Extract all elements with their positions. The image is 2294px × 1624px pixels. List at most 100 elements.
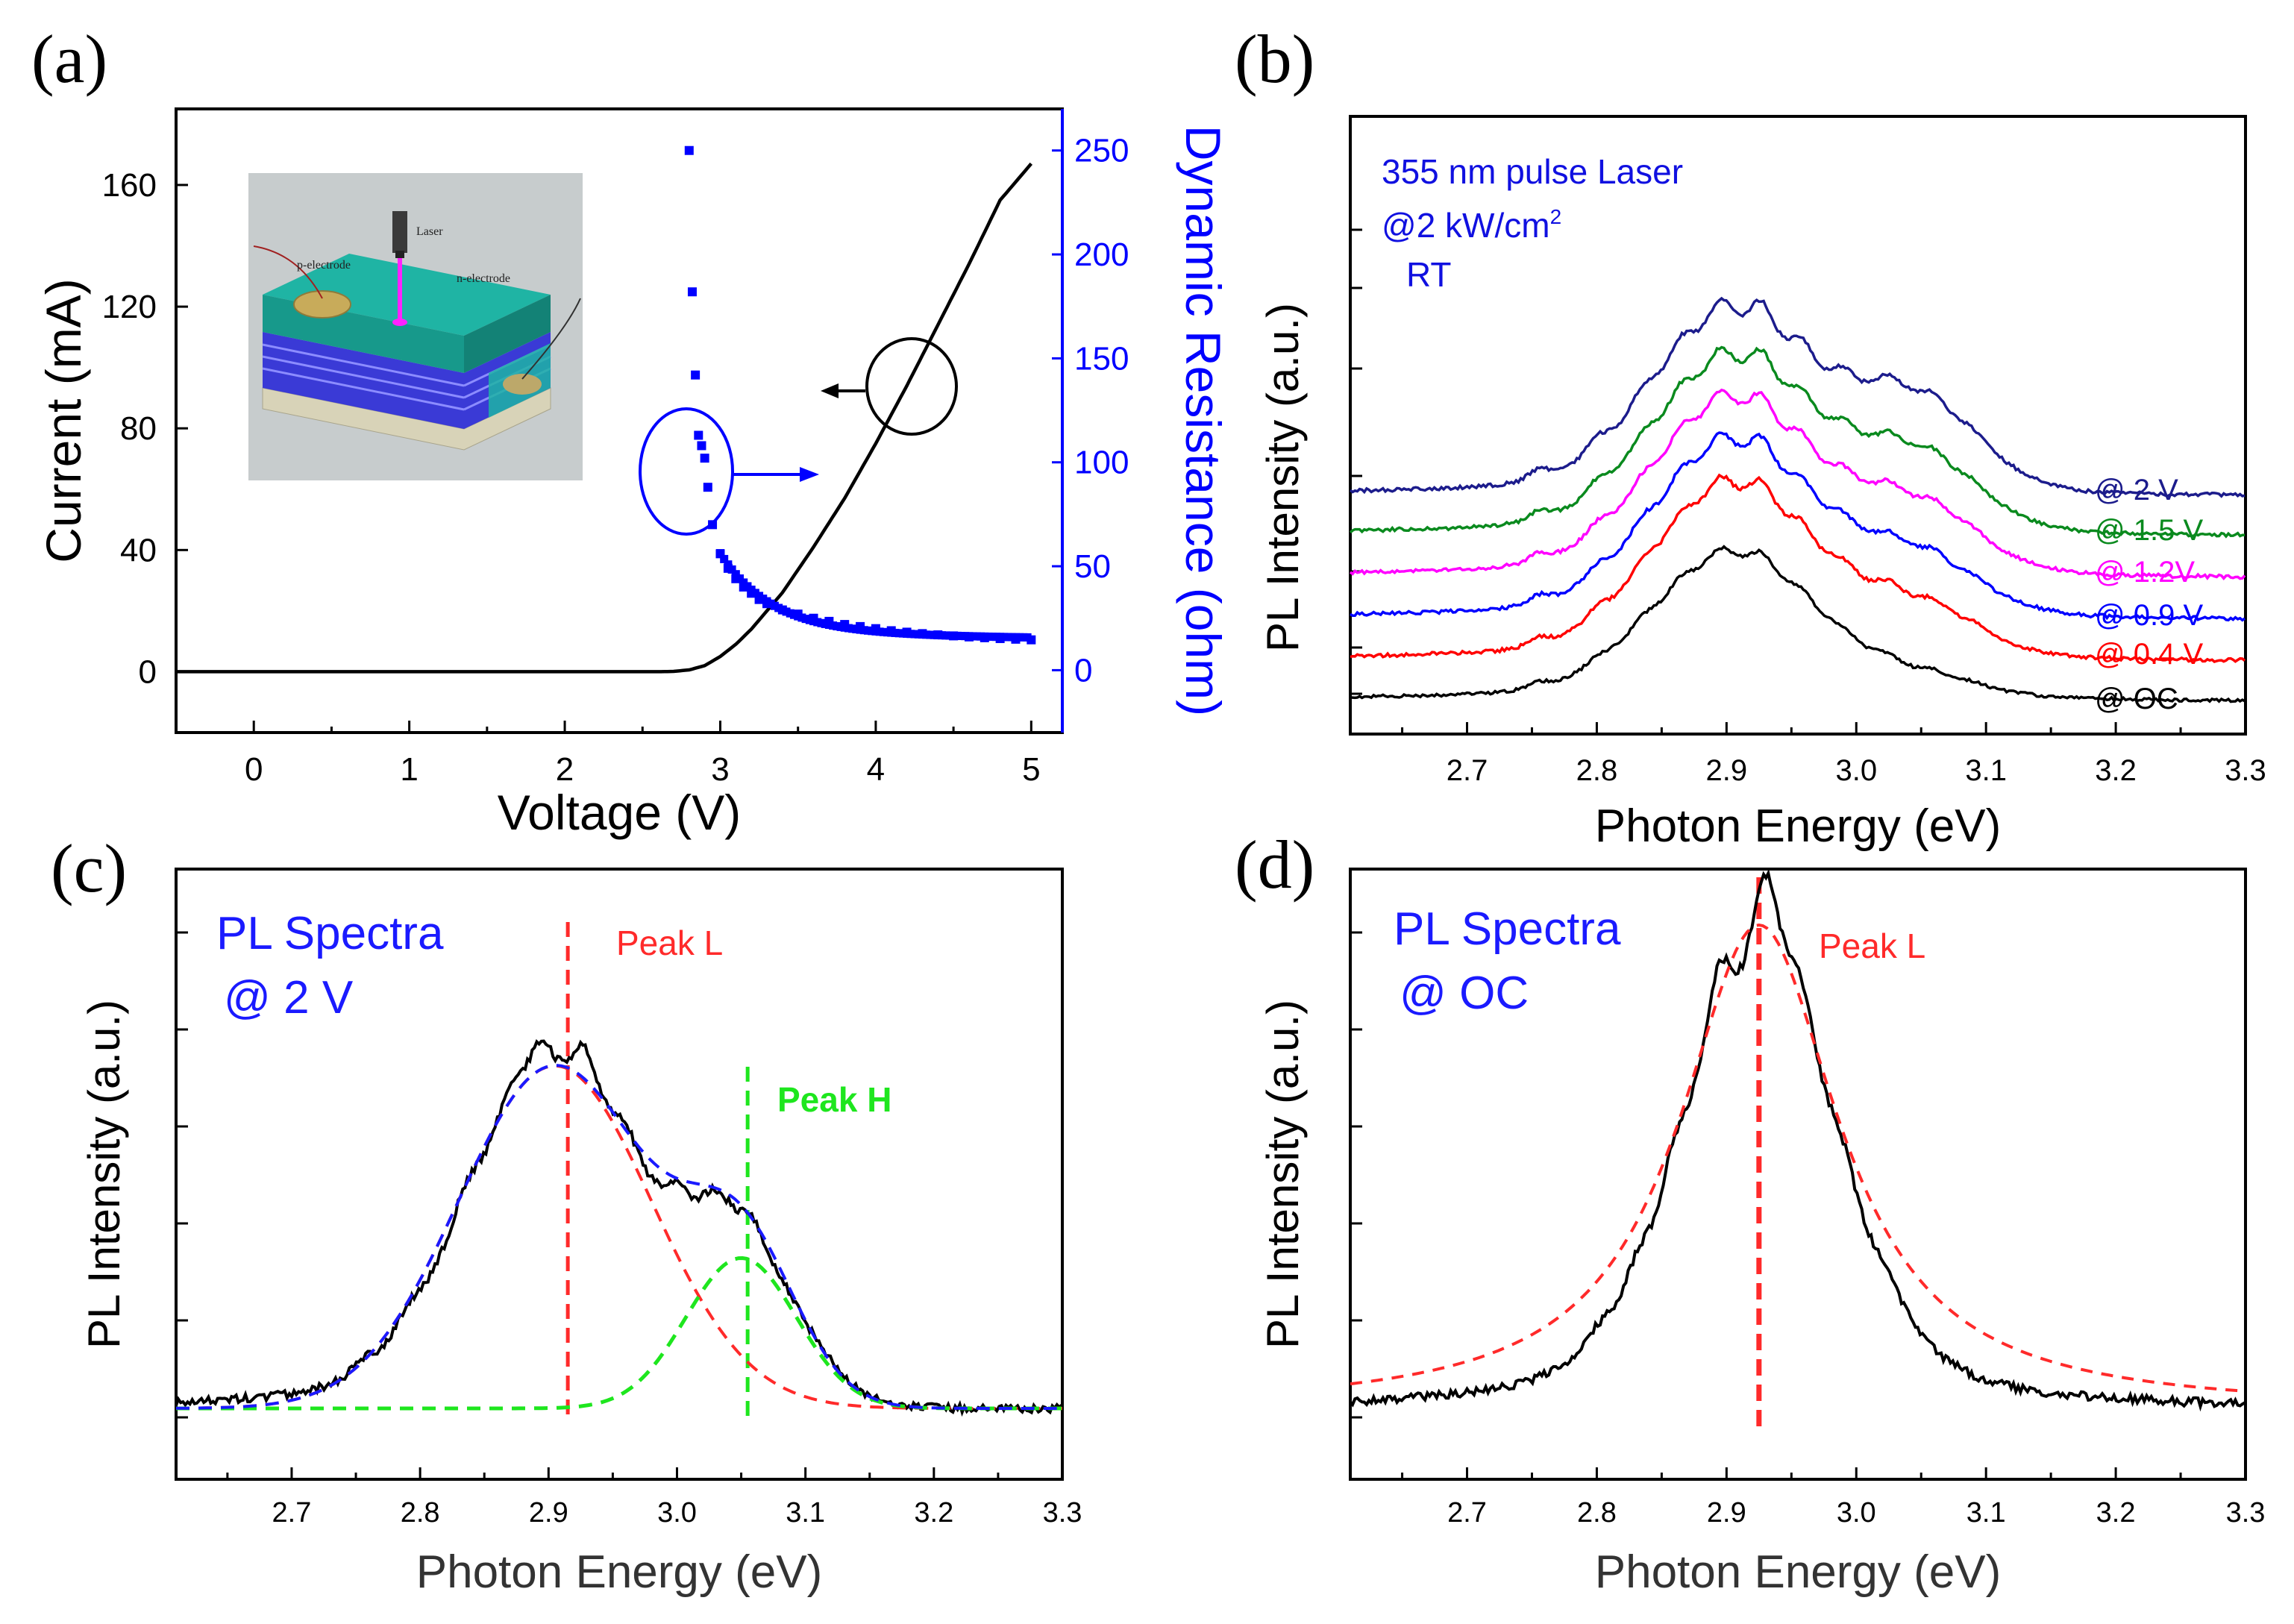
c-xtick-label: 3.2	[914, 1497, 953, 1529]
panel-b-frame	[1349, 115, 2247, 736]
d-fit-peak-l	[1350, 923, 2246, 1393]
c-annotation-title: PL Spectra	[216, 908, 444, 959]
b-label-1p5v: @ 1.5 V	[2095, 514, 2203, 547]
b-annotation-rt: RT	[1406, 255, 1452, 294]
a-resistance-circle	[639, 407, 734, 536]
a-y2tick-label: 50	[1074, 548, 1111, 585]
a-resistance-point	[727, 565, 736, 574]
panel-label-c: (c)	[51, 830, 127, 906]
d-annotation-condition: @ OC	[1400, 968, 1529, 1019]
a-xtick-label: 3	[711, 751, 729, 788]
b-label-0p4v: @ 0.4 V	[2095, 638, 2203, 671]
panel-b-xtick-labels: 2.7 2.8 2.9 3.0 3.1 3.2 3.3	[1447, 754, 2266, 787]
a-xtick-label: 1	[400, 751, 418, 788]
a-y2tick-label: 100	[1074, 445, 1129, 481]
c-xtick-label: 2.9	[529, 1497, 568, 1529]
panel-c: 2.7 2.8 2.9 3.0 3.1 3.2 3.3 Photon Energ…	[79, 868, 1082, 1598]
b-spectrum-oc	[1350, 545, 2246, 703]
a-xlabel: Voltage (V)	[498, 785, 742, 840]
a-xtick-label: 5	[1022, 751, 1040, 788]
c-fit-peak-l	[176, 1064, 1062, 1410]
b-xtick-label: 3.2	[2095, 754, 2137, 787]
c-xlabel: Photon Energy (eV)	[416, 1546, 823, 1598]
b-series-labels: @ OC @ 0.4 V @ 0.9 V @ 1.2V @ 1.5 V @ 2 …	[2095, 474, 2203, 715]
inset-label-p-electrode: p-electrode	[297, 259, 351, 272]
a-y2tick-label: 150	[1074, 340, 1129, 377]
b-annotation-power: @2 kW/cm2	[1382, 205, 1561, 245]
a-resistance-point	[697, 441, 706, 451]
d-xtick-label: 3.2	[2096, 1497, 2136, 1529]
inset-n-wire	[521, 298, 581, 380]
d-annotation-title: PL Spectra	[1394, 903, 1621, 955]
a-resistance-point	[694, 430, 703, 440]
inset-p-electrode-pad	[293, 290, 351, 319]
a-resistance-points	[684, 145, 1036, 645]
a-xtick-label: 2	[556, 751, 574, 788]
c-xtick-label: 3.0	[657, 1497, 697, 1529]
d-xtick-label: 3.3	[2226, 1497, 2266, 1529]
c-xtick-label: 3.1	[786, 1497, 825, 1529]
b-spectra	[1349, 296, 2246, 703]
a-y2tick-label: 200	[1074, 236, 1129, 273]
inset-top-layer	[263, 254, 551, 336]
a-y2tick-label: 0	[1074, 652, 1092, 689]
d-xtick-label: 2.7	[1447, 1497, 1487, 1529]
panel-a-ticks	[175, 149, 1062, 733]
d-ylabel: PL Intensity (a.u.)	[1258, 1000, 1308, 1349]
b-ylabel: PL Intensity (a.u.)	[1258, 303, 1308, 652]
b-label-1p2v: @ 1.2V	[2095, 556, 2195, 589]
inset-label-laser: Laser	[416, 225, 443, 238]
a-ylabel: Current (mA)	[36, 278, 91, 562]
a-y2label: Dynamic Resistance (ohm)	[1176, 125, 1231, 716]
a-ytick-label: 80	[120, 410, 157, 447]
panel-d: 2.7 2.8 2.9 3.0 3.1 3.2 3.3 Photon Energ…	[1258, 868, 2265, 1598]
b-spectrum-0p9v	[1350, 431, 2246, 622]
b-label-0p9v: @ 0.9 V	[2095, 599, 2203, 632]
panel-label-b: (b)	[1235, 21, 1314, 97]
b-xtick-label: 3.1	[1965, 754, 2007, 787]
d-xlabel: Photon Energy (eV)	[1595, 1546, 2002, 1598]
panel-a-xtick-labels: 0 1 2 3 4 5	[245, 751, 1041, 788]
c-label-peak-h: Peak H	[777, 1080, 891, 1119]
a-ytick-label: 160	[102, 167, 157, 204]
a-resistance-point	[715, 549, 724, 558]
panel-a: 0 1 2 3 4 5 0 40 80 120 160 0 50 100 150…	[36, 107, 1231, 840]
d-measured-curve	[1349, 868, 2246, 1412]
panel-d-ticks	[1350, 931, 2247, 1479]
b-label-2v: @ 2 V	[2095, 474, 2178, 507]
b-label-oc: @ OC	[2095, 683, 2178, 715]
panel-a-ytick-labels: 0 40 80 120 160	[102, 167, 157, 690]
panel-c-xtick-labels: 2.7 2.8 2.9 3.0 3.1 3.2 3.3	[272, 1497, 1082, 1529]
inset-p-wire	[253, 245, 323, 299]
a-current-arrowhead	[821, 383, 839, 398]
b-xtick-label: 3.0	[1835, 754, 1877, 787]
panel-b: 2.7 2.8 2.9 3.0 3.1 3.2 3.3 Photon Energ…	[1258, 115, 2266, 852]
a-ytick-label: 120	[102, 289, 157, 325]
a-resistance-arrowhead	[800, 467, 819, 482]
b-annotation-laser: 355 nm pulse Laser	[1382, 152, 1683, 191]
a-resistance-point	[687, 287, 697, 297]
c-measured-curve	[175, 1038, 1063, 1417]
b-xtick-label: 2.8	[1576, 754, 1618, 787]
panel-d-xtick-labels: 2.7 2.8 2.9 3.0 3.1 3.2 3.3	[1447, 1497, 2265, 1529]
panel-label-d: (d)	[1235, 827, 1314, 903]
c-xtick-label: 3.3	[1043, 1497, 1082, 1529]
panel-d-frame	[1349, 868, 2247, 1481]
inset-active-layers	[263, 332, 551, 429]
inset-label-n-electrode: n-electrode	[457, 272, 510, 285]
b-spectrum-1p2v	[1349, 388, 2246, 580]
a-xtick-label: 0	[245, 751, 263, 788]
a-resistance-point	[691, 370, 701, 380]
c-ylabel: PL Intensity (a.u.)	[79, 1000, 129, 1349]
d-label-peak-l: Peak L	[1819, 927, 1925, 965]
a-ytick-label: 0	[139, 653, 157, 690]
b-xtick-label: 3.3	[2225, 754, 2266, 787]
a-resistance-point	[703, 483, 712, 492]
b-spectrum-2v	[1349, 296, 2246, 498]
inset-laser-nozzle	[395, 251, 404, 258]
a-resistance-point	[731, 570, 740, 579]
b-spectrum-0p4v	[1350, 473, 2246, 663]
a-current-line	[176, 162, 1033, 674]
inset-laser-spot	[392, 319, 407, 326]
c-xtick-label: 2.7	[272, 1497, 312, 1529]
